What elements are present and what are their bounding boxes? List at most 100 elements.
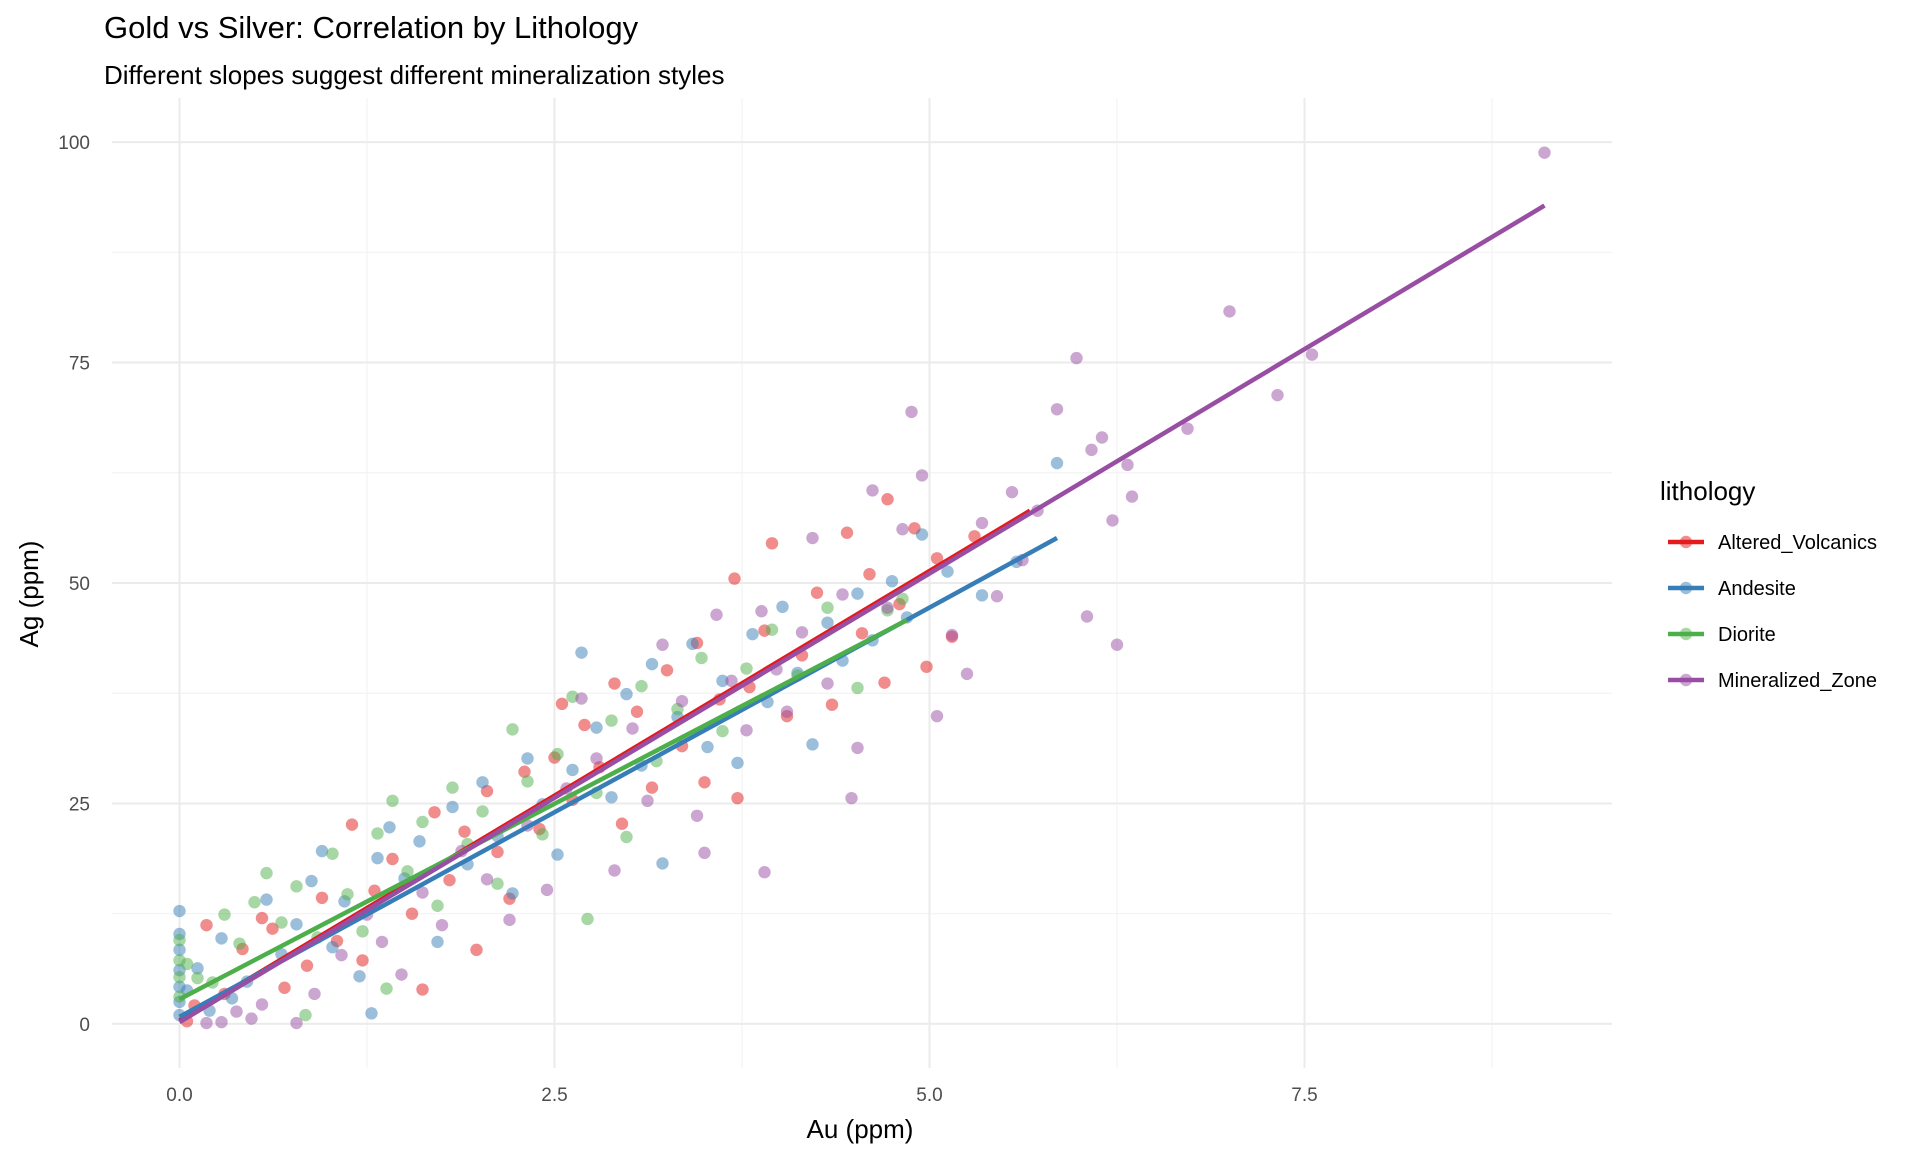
- point-altered-volcanics: [386, 852, 399, 866]
- point-andesite: [656, 857, 669, 870]
- point-mineralized-zone: [245, 1012, 258, 1025]
- point-andesite: [521, 752, 534, 765]
- point-andesite: [551, 848, 564, 861]
- point-mineralized-zone: [758, 866, 771, 879]
- point-diorite: [491, 877, 504, 890]
- point-altered-volcanics: [555, 697, 569, 711]
- point-altered-volcanics: [630, 705, 644, 718]
- point-mineralized-zone: [975, 516, 989, 530]
- point-mineralized-zone: [395, 968, 408, 981]
- point-andesite: [701, 740, 714, 754]
- point-andesite: [506, 887, 519, 900]
- point-mineralized-zone: [960, 667, 974, 681]
- point-mineralized-zone: [575, 692, 588, 705]
- point-diorite: [446, 781, 459, 794]
- point-andesite: [731, 756, 744, 770]
- point-mineralized-zone: [990, 590, 1004, 603]
- point-diorite: [218, 908, 231, 921]
- point-altered-volcanics: [660, 664, 674, 677]
- point-altered-volcanics: [878, 676, 891, 689]
- y-tick-label: 0: [79, 1015, 90, 1036]
- point-mineralized-zone: [230, 1005, 243, 1018]
- point-diorite: [299, 1008, 312, 1022]
- point-mineralized-zone: [1085, 443, 1098, 457]
- point-mineralized-zone: [375, 935, 389, 949]
- y-tick-label: 75: [69, 354, 90, 375]
- chart-subtitle: Different slopes suggest different miner…: [104, 60, 725, 90]
- point-altered-volcanics: [416, 983, 429, 996]
- point-andesite: [590, 721, 603, 734]
- point-diorite: [620, 830, 633, 844]
- point-altered-volcanics: [266, 922, 279, 935]
- point-diorite: [371, 827, 384, 840]
- y-tick-label: 50: [69, 574, 90, 595]
- legend-key-point-altered-volcanics: [1679, 535, 1693, 549]
- point-mineralized-zone: [698, 846, 711, 860]
- point-altered-volcanics: [881, 493, 894, 506]
- point-diorite: [765, 623, 779, 636]
- point-mineralized-zone: [540, 883, 554, 897]
- point-diorite: [506, 723, 519, 736]
- legend-label-diorite: Diorite: [1718, 624, 1776, 646]
- point-altered-volcanics: [405, 907, 419, 920]
- point-andesite: [716, 674, 729, 688]
- point-mineralized-zone: [1005, 485, 1019, 499]
- point-andesite: [806, 738, 819, 751]
- point-diorite: [416, 815, 429, 829]
- point-mineralized-zone: [416, 886, 429, 899]
- point-altered-volcanics: [645, 781, 659, 794]
- point-mineralized-zone: [200, 1016, 213, 1030]
- point-altered-volcanics: [863, 567, 876, 581]
- point-mineralized-zone: [836, 588, 849, 601]
- point-diorite: [635, 679, 648, 693]
- point-diorite: [695, 651, 708, 665]
- point-andesite: [260, 893, 273, 906]
- point-diorite: [716, 724, 729, 738]
- point-diorite: [605, 714, 618, 727]
- point-andesite: [383, 821, 396, 834]
- point-altered-volcanics: [731, 791, 744, 805]
- point-mineralized-zone: [1070, 351, 1083, 365]
- point-andesite: [566, 763, 579, 777]
- point-andesite: [686, 637, 699, 651]
- point-diorite: [386, 794, 399, 808]
- point-altered-volcanics: [920, 660, 933, 673]
- point-altered-volcanics: [356, 954, 369, 967]
- point-mineralized-zone: [335, 948, 348, 962]
- point-mineralized-zone: [690, 809, 704, 822]
- point-mineralized-zone: [1181, 422, 1194, 435]
- point-andesite: [575, 646, 588, 659]
- point-altered-volcanics: [345, 818, 359, 831]
- point-altered-volcanics: [698, 776, 711, 789]
- legend-label-altered-volcanics: Altered_Volcanics: [1718, 532, 1877, 554]
- x-axis-title: Au (ppm): [807, 1114, 914, 1144]
- x-tick-label: 0.0: [166, 1085, 192, 1106]
- point-mineralized-zone: [1050, 403, 1064, 416]
- point-altered-volcanics: [855, 627, 869, 640]
- x-tick-label: 7.5: [1291, 1085, 1317, 1106]
- point-mineralized-zone: [290, 1016, 303, 1030]
- point-mineralized-zone: [945, 628, 959, 642]
- point-andesite: [446, 800, 459, 814]
- point-andesite: [975, 589, 989, 602]
- point-andesite: [326, 940, 339, 954]
- point-andesite: [353, 970, 366, 983]
- point-mineralized-zone: [821, 677, 834, 690]
- point-altered-volcanics: [615, 817, 629, 830]
- point-mineralized-zone: [215, 1015, 228, 1029]
- point-andesite: [851, 587, 864, 600]
- point-mineralized-zone: [881, 601, 894, 614]
- point-diorite: [248, 896, 261, 909]
- point-altered-volcanics: [840, 526, 854, 539]
- point-andesite: [1050, 456, 1064, 470]
- point-altered-volcanics: [810, 586, 824, 599]
- point-andesite: [173, 904, 186, 918]
- point-altered-volcanics: [491, 845, 504, 859]
- point-diorite: [275, 916, 288, 929]
- point-diorite: [191, 971, 204, 985]
- fit-line-diorite: [178, 618, 909, 1002]
- fit-lines: [178, 203, 1546, 1025]
- point-andesite: [225, 992, 239, 1005]
- point-andesite: [605, 791, 618, 804]
